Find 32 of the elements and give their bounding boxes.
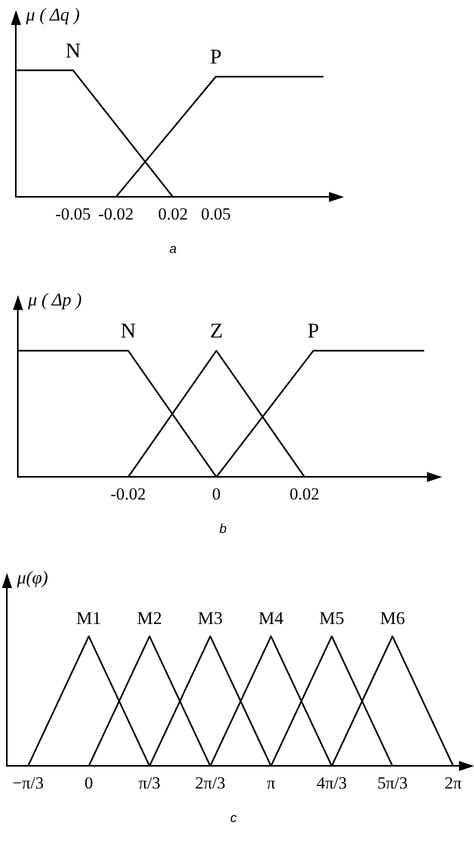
series-label: N — [120, 318, 136, 343]
series-label: N — [66, 38, 81, 62]
x-tick-label: 5π/3 — [377, 774, 408, 793]
series-label: M4 — [258, 608, 284, 628]
series-label: M5 — [319, 608, 344, 628]
x-tick-label: 0 — [84, 774, 94, 793]
x-tick-label: -0.02 — [98, 204, 134, 224]
x-tick-label: −π/3 — [12, 774, 44, 793]
series-label: P — [308, 318, 320, 343]
x-tick-label: 0.02 — [290, 484, 320, 504]
x-tick-label: -0.05 — [55, 204, 91, 224]
x-tick-label: 0.05 — [200, 204, 231, 224]
text: b — [219, 520, 227, 536]
series-label: M2 — [137, 608, 162, 628]
x-tick-label: π — [266, 774, 276, 793]
x-tick-label: 2π/3 — [195, 774, 226, 793]
series-label: M1 — [76, 608, 102, 628]
text: a — [169, 240, 177, 256]
y-axis-title: μ(φ) — [16, 568, 48, 588]
x-tick-label: 0 — [212, 484, 221, 504]
x-tick-label: 2π — [444, 774, 462, 793]
x-tick-label: π/3 — [138, 774, 160, 793]
x-tick-label: 0.02 — [158, 204, 188, 224]
series-label: M6 — [380, 608, 405, 628]
x-tick-label: -0.02 — [110, 484, 146, 504]
series-label: M3 — [198, 608, 223, 628]
x-tick-label: 4π/3 — [316, 774, 347, 793]
y-axis-title: μ ( Δp ) — [27, 290, 82, 310]
y-axis-title: μ ( Δq ) — [25, 4, 80, 25]
series-label: Z — [210, 318, 223, 343]
text: c — [230, 810, 238, 825]
series-label: P — [210, 44, 222, 69]
